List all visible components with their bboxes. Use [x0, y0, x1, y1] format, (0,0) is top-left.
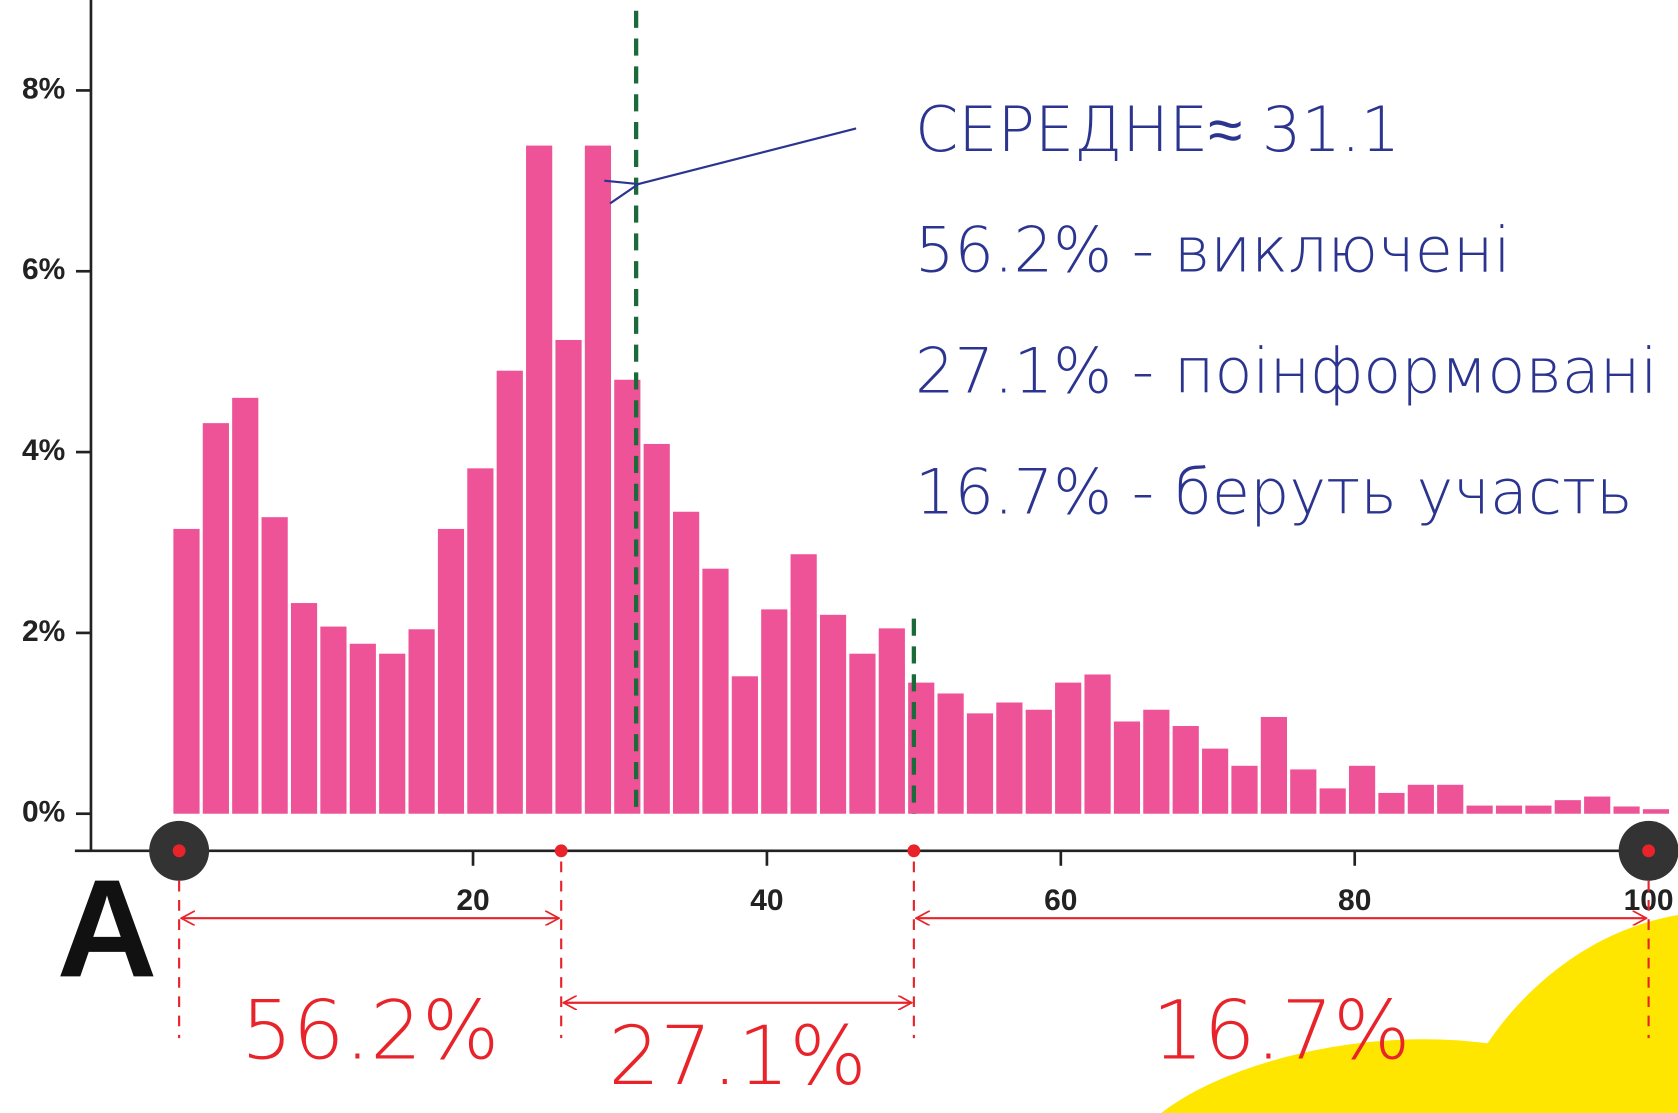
- y-tick-label: 4%: [22, 434, 65, 467]
- y-tick-label: 8%: [22, 72, 65, 105]
- annotation: 56.2% - виключені: [915, 214, 1511, 287]
- x-tick-label: 40: [750, 884, 783, 917]
- bar: [966, 713, 994, 814]
- bar: [467, 468, 494, 814]
- bar: [555, 339, 582, 814]
- bar: [1319, 788, 1346, 814]
- bar: [1437, 784, 1464, 814]
- decoration: [1161, 915, 1678, 1113]
- bar: [1466, 805, 1493, 814]
- bar: [261, 517, 288, 814]
- segment-point: [172, 844, 186, 858]
- bar: [849, 653, 876, 814]
- bar: [1113, 721, 1141, 814]
- bar: [1407, 784, 1434, 814]
- bar: [320, 626, 347, 814]
- bar: [584, 145, 612, 814]
- bar: [1084, 674, 1111, 814]
- bar: [1348, 765, 1376, 814]
- bar: [996, 702, 1023, 814]
- bar: [173, 528, 200, 814]
- bar: [1613, 806, 1640, 814]
- bar: [1642, 809, 1670, 814]
- bar: [496, 370, 523, 814]
- bar: [1554, 800, 1581, 814]
- bar: [761, 609, 788, 814]
- bar: [349, 643, 376, 814]
- bar: [731, 676, 758, 814]
- segment-label: 56.2%: [241, 984, 499, 1078]
- bar: [790, 554, 817, 814]
- bar: [1495, 805, 1523, 814]
- bar: [379, 653, 406, 814]
- annotation: 27.1% - поінформовані: [915, 335, 1658, 408]
- segment-label: 27.1%: [608, 1010, 866, 1104]
- bar: [702, 568, 729, 814]
- segment-label: 16.7%: [1152, 984, 1410, 1078]
- bar: [1055, 682, 1082, 814]
- bar: [437, 528, 465, 814]
- segment-point: [907, 844, 921, 858]
- bar: [1378, 792, 1405, 814]
- bar: [937, 693, 964, 814]
- segment-point: [554, 844, 568, 858]
- x-tick-label: 20: [456, 884, 489, 917]
- bar: [1290, 769, 1317, 814]
- bar: [202, 423, 229, 814]
- y-tick-label: 2%: [22, 615, 65, 648]
- bar: [673, 511, 700, 814]
- bar: [290, 603, 318, 814]
- y-tick-label: 6%: [22, 253, 65, 286]
- bar: [643, 443, 670, 814]
- x-tick-label: 80: [1338, 884, 1371, 917]
- annotation: 16.7% - беруть участь: [915, 456, 1633, 529]
- bar: [1525, 805, 1552, 814]
- bar: [1172, 726, 1199, 814]
- y-tick-label: 0%: [22, 796, 65, 829]
- panel-label: A: [57, 851, 157, 1006]
- annotation-arrow: [638, 127, 857, 184]
- bar: [526, 145, 553, 814]
- bar: [1025, 709, 1052, 814]
- bar: [819, 614, 847, 814]
- bar: [232, 397, 259, 814]
- bar: [1584, 796, 1611, 814]
- annotation: СЕРЕДНЕ≈ 31.1: [915, 93, 1400, 166]
- bar: [408, 629, 435, 814]
- bar: [1260, 716, 1287, 814]
- bar: [1202, 748, 1229, 814]
- bar: [1143, 709, 1170, 814]
- segment-point: [1642, 844, 1656, 858]
- bar: [878, 628, 905, 814]
- x-tick-label: 60: [1044, 884, 1077, 917]
- bar: [1231, 765, 1258, 814]
